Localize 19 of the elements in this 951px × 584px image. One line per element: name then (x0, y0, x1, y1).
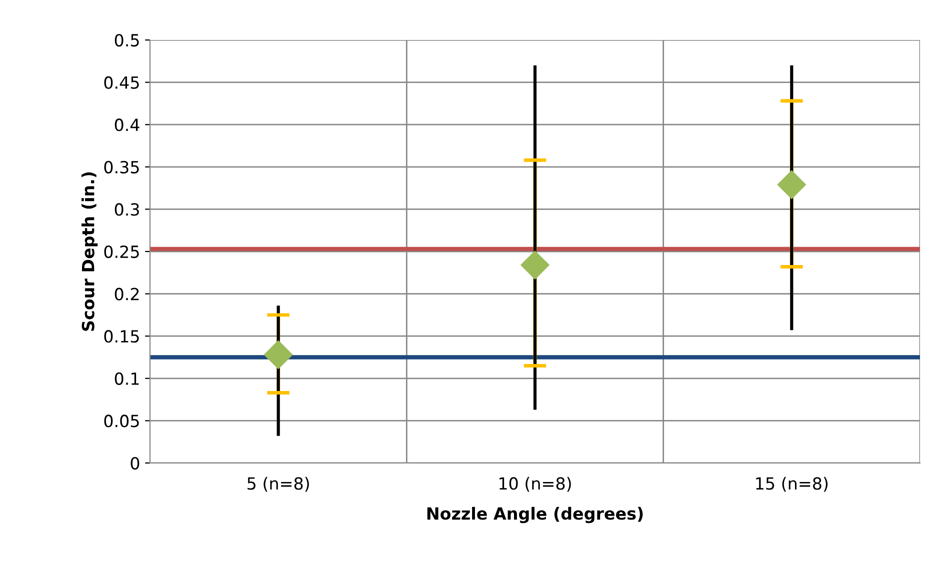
x-tick-label: 15 (n=8) (756, 476, 828, 492)
y-tick-label: 0.3 (114, 203, 139, 216)
point (777, 170, 806, 200)
y-tick-label: 0.4 (114, 118, 140, 132)
y-tick-label: 0.15 (104, 330, 139, 343)
y-tick-label: 0 (130, 456, 140, 470)
x-tick-label: 5 (n=8) (248, 476, 309, 492)
y-tick-label: 0.45 (104, 76, 139, 89)
x-tick-label: 10 (n=8) (500, 476, 571, 492)
y-tick-label: 0.05 (104, 414, 139, 428)
y-tick-label: 0.35 (104, 160, 139, 174)
point (520, 250, 550, 280)
y-tick-label: 0.1 (114, 372, 139, 385)
point (264, 340, 293, 370)
y-tick-label: 0.25 (104, 245, 139, 258)
x-axis-title: Nozzle Angle (degrees) (427, 506, 643, 524)
y-tick-label: 0.2 (114, 288, 139, 300)
y-axis-title: Scour Depth (in.) (81, 172, 98, 331)
y-tick-label: 0.5 (114, 34, 139, 47)
